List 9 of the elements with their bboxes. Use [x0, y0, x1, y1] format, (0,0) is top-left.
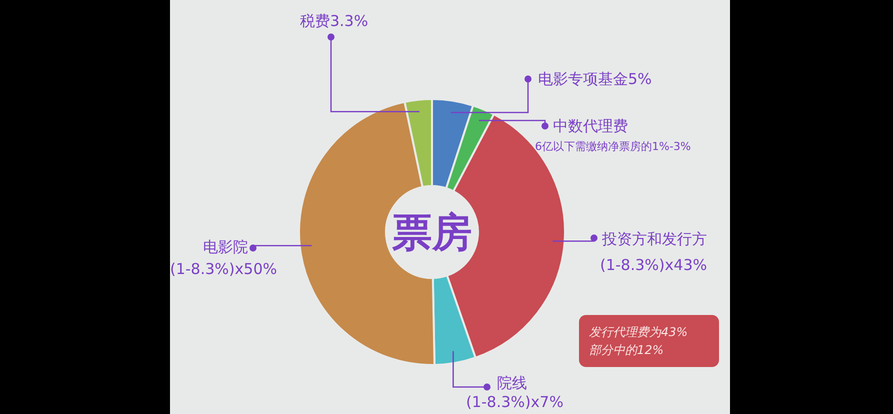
- text: 票房: [392, 210, 472, 256]
- slice-label: 电影院 (1-8.3%)x50%: [170, 238, 277, 278]
- text: 发行代理费为43% 部分中的12%: [589, 325, 688, 357]
- slice-label: 电影专项基金5%: [538, 70, 652, 88]
- slice-label: 税费3.3%: [300, 12, 368, 30]
- slice-label: 中数代理费: [553, 117, 628, 135]
- text: 6亿以下需缴纳净票房的1%-3%: [535, 140, 691, 153]
- slice-label: 院线 (1-8.3%)x7%: [466, 374, 564, 411]
- slice-label: 投资方和发行方 (1-8.3%)x43%: [600, 230, 707, 274]
